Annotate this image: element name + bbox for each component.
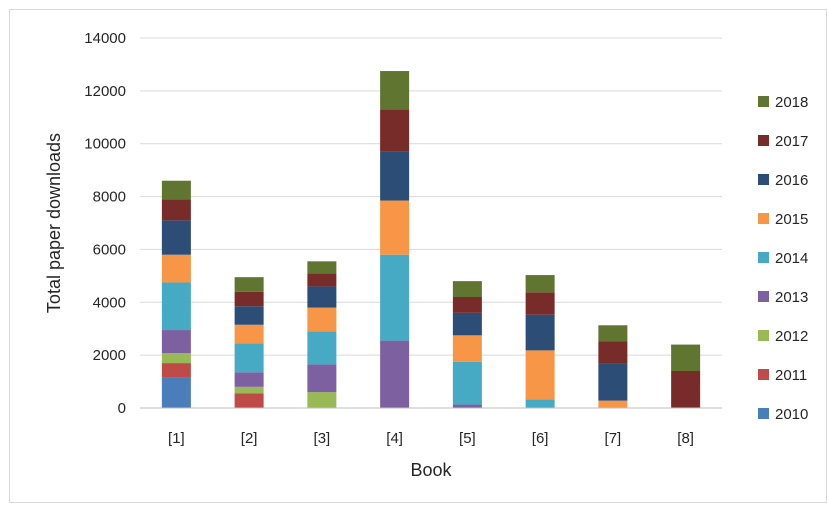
bar-segment-2016-2 [234,306,264,325]
bar-segment-2014-5 [452,361,482,405]
bar-segment-2013-1 [161,330,191,354]
bars [161,71,701,408]
bar-segment-2016-3 [307,286,337,308]
x-tick-label: [7] [605,430,622,447]
legend-label-2011: 2011 [775,367,807,384]
x-tick-labels: [1] [2] [3] [4] [5] [6] [7] [8] [168,430,694,447]
bar-segment-2013-4 [380,340,410,408]
bar-segment-2014-6 [525,399,555,408]
bar-segment-2016-6 [525,314,555,351]
x-tick-label: [1] [168,430,185,447]
legend: 2018 2017 2016 2015 2014 2013 2012 2011 2010 [758,94,808,423]
x-tick-label: [5] [459,430,476,447]
y-tick-label: 0 [118,400,126,417]
bar-segment-2014-4 [380,254,410,341]
y-tick-label: 4000 [93,294,126,311]
bar-segment-2017-1 [161,199,191,221]
bar-segment-2017-5 [452,297,482,313]
bar-segment-2018-1 [161,180,191,200]
bar-segment-2015-3 [307,307,337,332]
x-tick-label: [3] [314,430,331,447]
legend-swatch-2014 [758,252,769,263]
bar-segment-2014-3 [307,331,337,365]
legend-label-2012: 2012 [775,328,808,345]
bar-segment-2014-1 [161,282,191,331]
y-tick-label: 10000 [84,136,126,153]
bar-segment-2017-7 [598,341,628,364]
bar-segment-2015-4 [380,200,410,255]
legend-label-2013: 2013 [775,289,808,306]
legend-swatch-2011 [758,369,769,380]
bar-segment-2013-5 [452,404,482,408]
bar-segment-2017-4 [380,109,410,152]
y-axis-title: Total paper downloads [44,133,64,313]
legend-swatch-2018 [758,96,769,107]
bar-segment-2011-2 [234,393,264,408]
bar-segment-2017-3 [307,273,337,287]
bar-segment-2010-1 [161,377,191,408]
y-tick-labels: 0 2000 4000 6000 8000 10000 12000 14000 [84,30,126,417]
bar-segment-2015-6 [525,350,555,400]
bar-segment-2016-5 [452,312,482,336]
bar-segment-2015-7 [598,400,628,408]
y-tick-label: 12000 [84,83,126,100]
bar-segment-2013-3 [307,364,337,393]
bar-segment-2017-2 [234,291,264,307]
bar-segment-2012-3 [307,392,337,408]
y-tick-label: 14000 [84,30,126,47]
bar-segment-2017-8 [671,371,701,408]
bar-segment-2018-2 [234,277,264,292]
bar-segment-2015-2 [234,324,264,344]
gridlines [140,37,722,356]
legend-label-2017: 2017 [775,133,808,150]
legend-label-2016: 2016 [775,172,808,189]
bar-segment-2016-1 [161,220,191,255]
bar-segment-2018-3 [307,261,337,274]
bar-segment-2016-7 [598,363,628,401]
x-axis-title: Book [410,460,452,480]
x-tick-label: [8] [677,430,694,447]
x-tick-label: [6] [532,430,549,447]
legend-label-2015: 2015 [775,211,808,228]
bar-segment-2018-7 [598,325,628,342]
bar-segment-2018-8 [671,344,701,371]
legend-swatch-2010 [758,408,769,419]
bar-segment-2012-2 [234,386,264,394]
x-tick-label: [2] [241,430,258,447]
bar-segment-2015-5 [452,335,482,362]
bar-segment-2017-6 [525,292,555,315]
legend-swatch-2013 [758,291,769,302]
bar-segment-2016-4 [380,151,410,201]
legend-label-2018: 2018 [775,94,808,111]
bar-segment-2018-4 [380,71,410,110]
legend-label-2014: 2014 [775,250,808,267]
legend-swatch-2015 [758,213,769,224]
x-tick-label: [4] [386,430,403,447]
bar-segment-2014-2 [234,343,264,373]
y-tick-label: 8000 [93,189,126,206]
legend-swatch-2012 [758,330,769,341]
bar-segment-2018-5 [452,281,482,297]
bar-segment-2012-1 [161,353,191,364]
bar-segment-2018-6 [525,275,555,293]
legend-swatch-2017 [758,135,769,146]
bar-segment-2011-1 [161,363,191,378]
legend-swatch-2016 [758,174,769,185]
bar-segment-2013-2 [234,372,264,387]
bar-segment-2015-1 [161,254,191,283]
y-tick-label: 6000 [93,241,126,258]
legend-label-2010: 2010 [775,406,808,423]
y-tick-label: 2000 [93,347,126,364]
